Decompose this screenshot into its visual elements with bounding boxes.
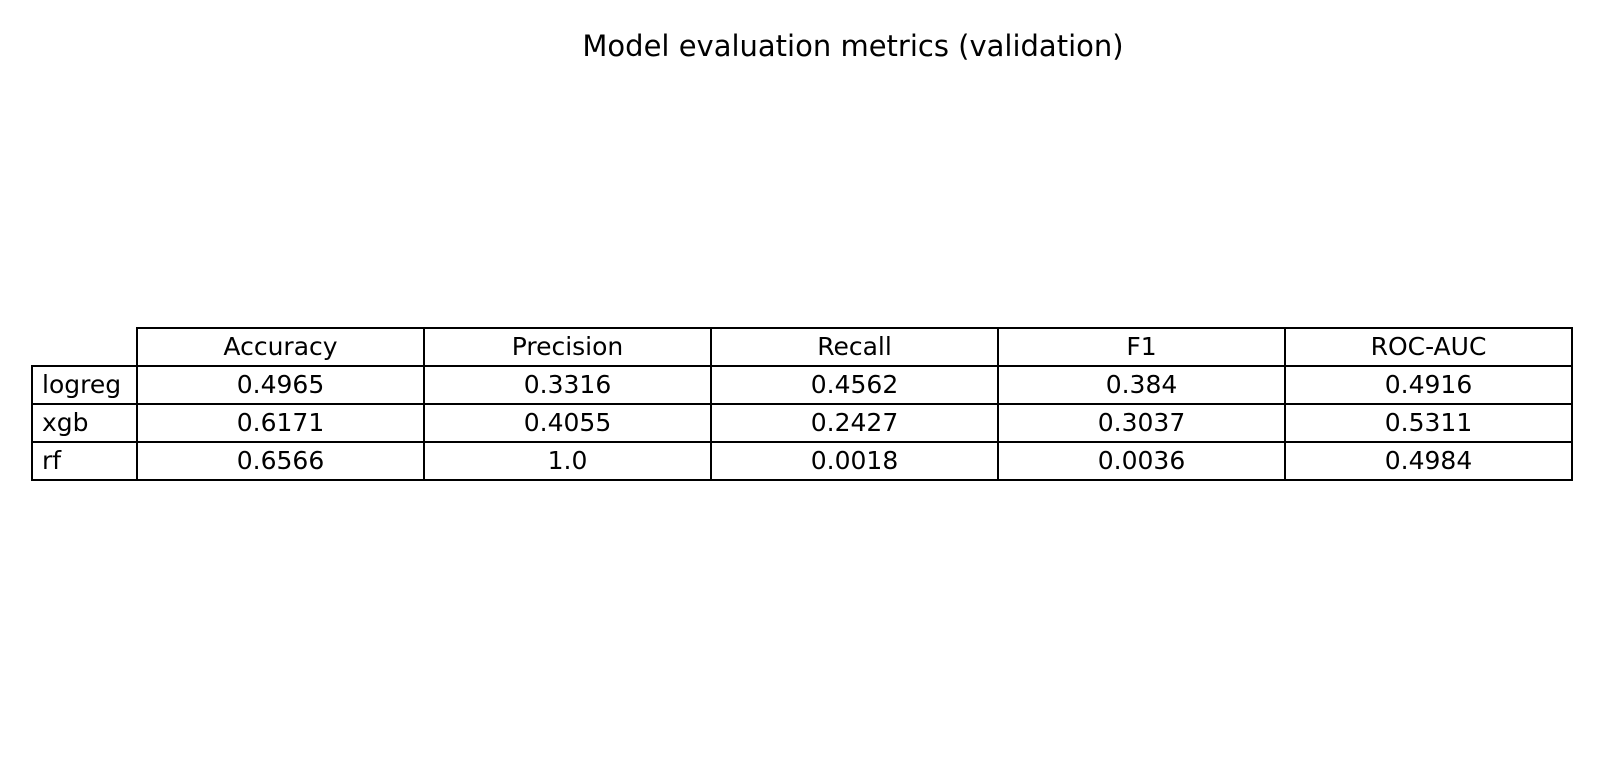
header-row: Accuracy Precision Recall F1 ROC-AUC (32, 327, 1573, 367)
table-cell: 0.2427 (710, 403, 999, 443)
table-cell: 0.3316 (423, 365, 712, 405)
column-header: F1 (997, 327, 1286, 367)
table-row: logreg 0.4965 0.3316 0.4562 0.384 0.4916 (31, 365, 1573, 405)
table-row: xgb 0.6171 0.4055 0.2427 0.3037 0.5311 (31, 403, 1573, 443)
table-cell: 0.4055 (423, 403, 712, 443)
metrics-table: Accuracy Precision Recall F1 ROC-AUC log… (31, 327, 1573, 481)
row-header: rf (31, 441, 138, 481)
table-cell: 0.3037 (997, 403, 1286, 443)
table-cell: 0.4965 (136, 365, 425, 405)
table-cell: 0.6566 (136, 441, 425, 481)
column-header: ROC-AUC (1284, 327, 1573, 367)
table-cell: 0.384 (997, 365, 1286, 405)
table-cell: 1.0 (423, 441, 712, 481)
table-row: rf 0.6566 1.0 0.0018 0.0036 0.4984 (31, 441, 1573, 481)
table-cell: 0.5311 (1284, 403, 1573, 443)
table-cell: 0.4916 (1284, 365, 1573, 405)
table-cell: 0.0018 (710, 441, 999, 481)
column-header: Recall (710, 327, 999, 367)
row-header: logreg (31, 365, 138, 405)
row-header: xgb (31, 403, 138, 443)
table-cell: 0.4562 (710, 365, 999, 405)
table-cell: 0.4984 (1284, 441, 1573, 481)
column-header: Precision (423, 327, 712, 367)
column-header: Accuracy (136, 327, 425, 367)
table-cell: 0.6171 (136, 403, 425, 443)
corner-cell (32, 328, 138, 367)
table-cell: 0.0036 (997, 441, 1286, 481)
chart-title: Model evaluation metrics (validation) (582, 29, 1124, 63)
